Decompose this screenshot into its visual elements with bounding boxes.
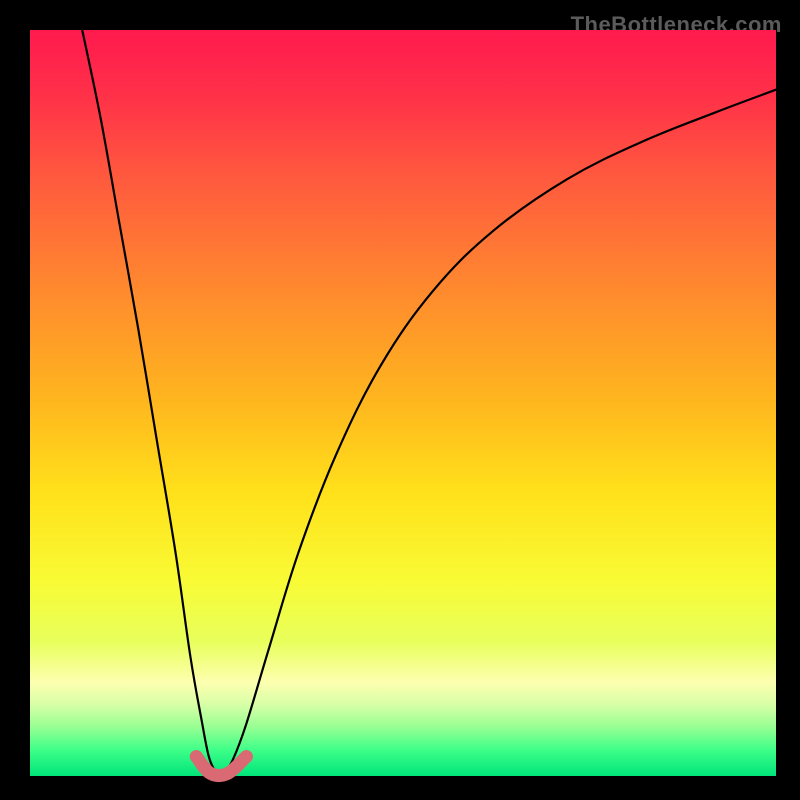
marker-segment <box>196 757 246 776</box>
curve-layer <box>30 30 776 776</box>
curve-left-branch <box>82 30 216 774</box>
curve-right-branch <box>224 90 776 774</box>
figure-root: TheBottleneck.com <box>0 0 800 800</box>
plot-area <box>30 30 776 776</box>
marker-dot-1 <box>240 750 253 763</box>
marker-group <box>190 750 253 776</box>
marker-dot-0 <box>190 750 203 763</box>
